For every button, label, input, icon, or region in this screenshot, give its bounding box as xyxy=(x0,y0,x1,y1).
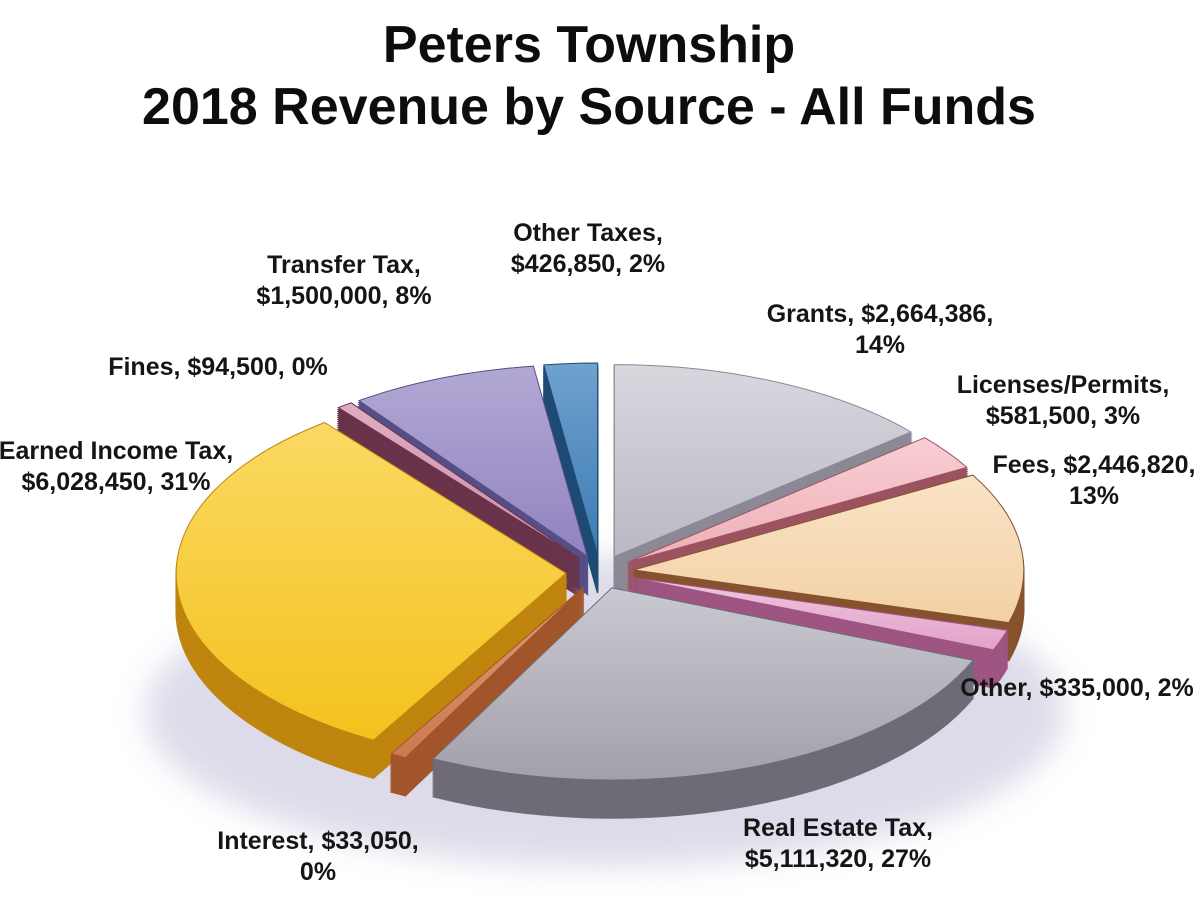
pie-slice-eit xyxy=(175,421,568,779)
pie-slice-top-licenses xyxy=(627,437,968,563)
pie-slice-top-fines xyxy=(337,402,580,559)
chart-title-line1: Peters Township xyxy=(382,16,796,74)
pie-slice-other_taxes xyxy=(542,362,599,594)
pie-slice-top-other xyxy=(632,577,1009,651)
pie-slice-top-ret xyxy=(432,587,974,781)
chart-title: Peters Township 2018 Revenue by Source -… xyxy=(0,14,1178,139)
pie-slice-top-eit xyxy=(175,421,567,741)
pie-slice-top-fees xyxy=(633,474,1025,624)
pie-slice-top-other_taxes xyxy=(543,362,599,556)
pie-slice-grants xyxy=(613,364,913,596)
pie-slice-ret xyxy=(431,587,975,819)
pie-slice-top-interest xyxy=(390,586,585,759)
chart-title-line2: 2018 Revenue by Source - All Funds xyxy=(142,78,1036,137)
pie-slice-top-grants xyxy=(613,364,913,558)
pie-slice-top-transfer xyxy=(357,365,589,558)
